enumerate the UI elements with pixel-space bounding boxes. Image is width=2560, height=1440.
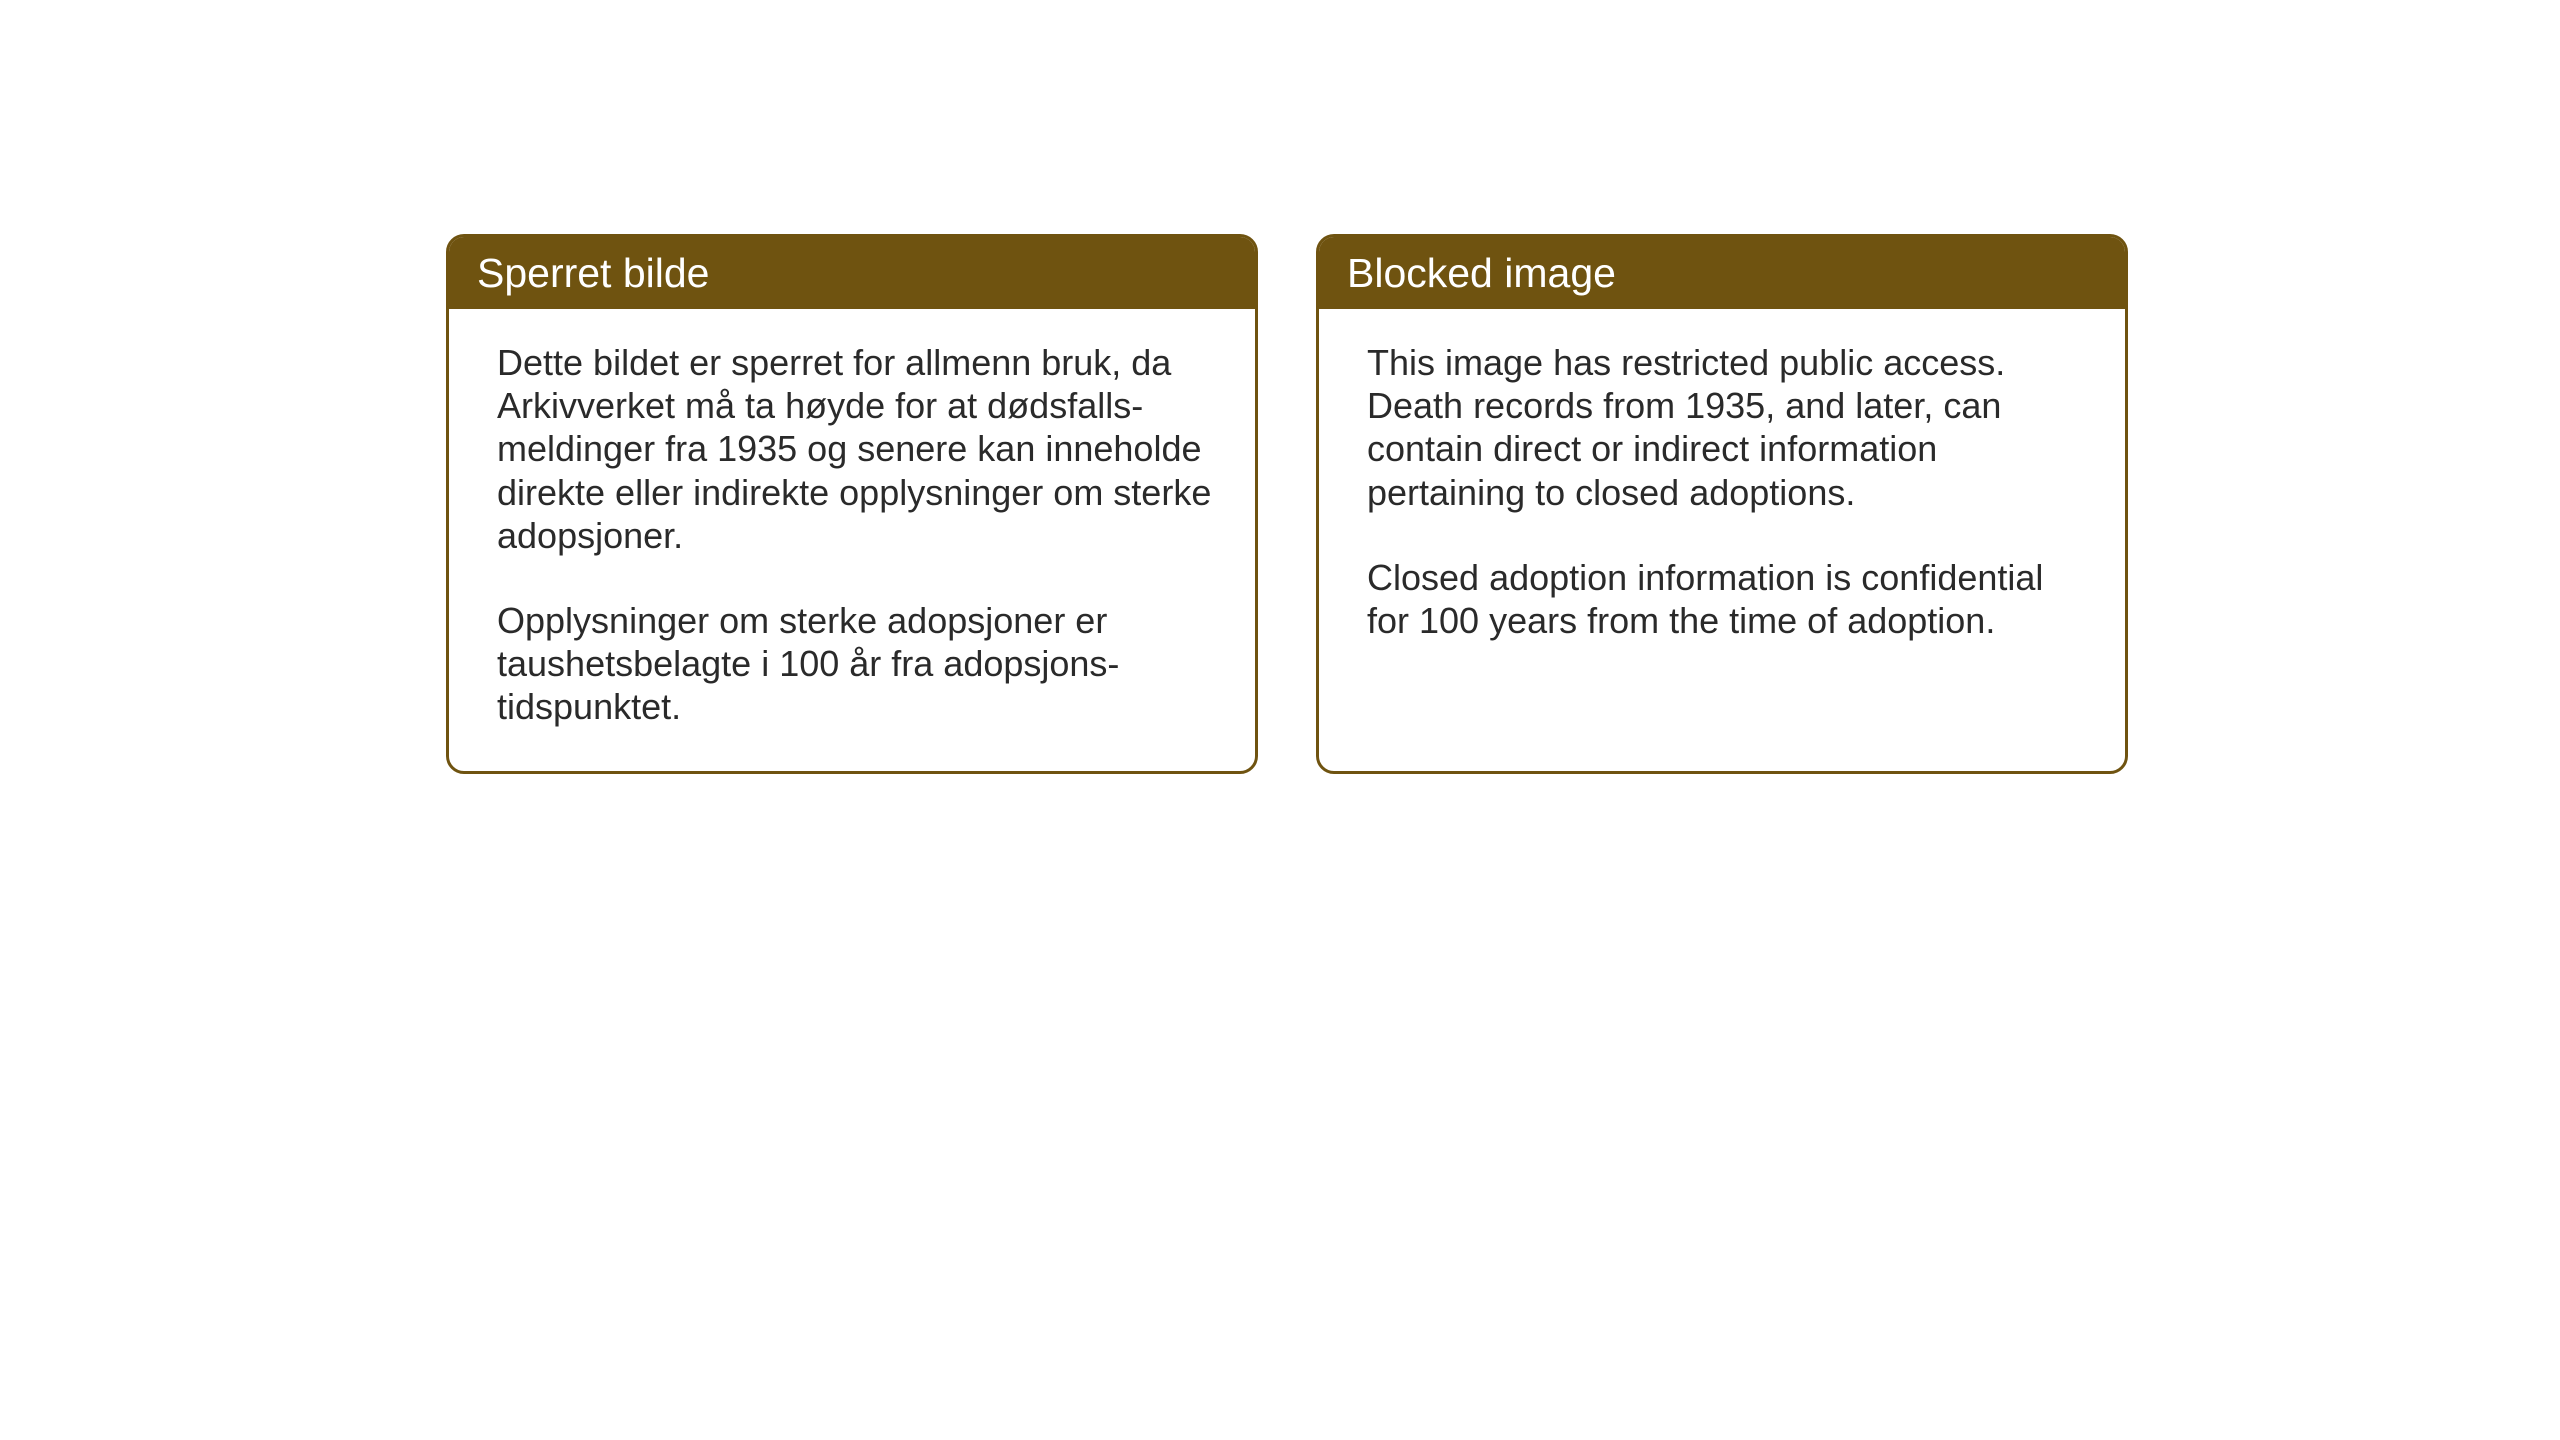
notice-container: Sperret bilde Dette bildet er sperret fo… bbox=[446, 234, 2128, 774]
norwegian-card-body: Dette bildet er sperret for allmenn bruk… bbox=[449, 309, 1255, 771]
english-card-title: Blocked image bbox=[1319, 237, 2125, 309]
norwegian-card-title: Sperret bilde bbox=[449, 237, 1255, 309]
norwegian-paragraph-2: Opplysninger om sterke adopsjoner er tau… bbox=[497, 599, 1213, 729]
norwegian-paragraph-1: Dette bildet er sperret for allmenn bruk… bbox=[497, 341, 1213, 557]
english-paragraph-2: Closed adoption information is confident… bbox=[1367, 556, 2083, 642]
english-card-body: This image has restricted public access.… bbox=[1319, 309, 2125, 684]
english-paragraph-1: This image has restricted public access.… bbox=[1367, 341, 2083, 514]
norwegian-notice-card: Sperret bilde Dette bildet er sperret fo… bbox=[446, 234, 1258, 774]
english-notice-card: Blocked image This image has restricted … bbox=[1316, 234, 2128, 774]
